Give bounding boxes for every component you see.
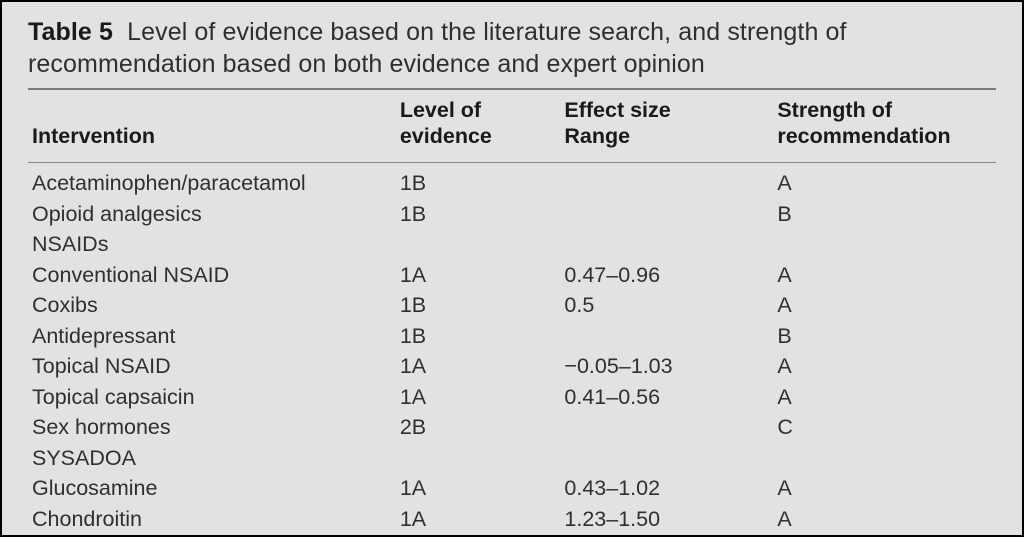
cell-c2 [560, 199, 773, 230]
col-level: Level of evidence [396, 90, 561, 156]
cell-c3: A [773, 260, 996, 291]
cell-c1: 1A [396, 474, 561, 505]
table-row: Topical capsaicin1A0.41–0.56A [28, 382, 996, 413]
cell-c0: Acetaminophen/paracetamol [28, 169, 396, 200]
col-effect: Effect size Range [560, 90, 773, 156]
cell-c3: A [773, 291, 996, 322]
cell-c0: Sex hormones [28, 413, 396, 444]
cell-c0: SYSADOA [28, 443, 396, 474]
cell-c2: −0.05–1.03 [560, 352, 773, 383]
cell-c3: A [773, 169, 996, 200]
cell-c1 [396, 230, 561, 261]
cell-c2: 0.43–1.02 [560, 474, 773, 505]
cell-c2: 0.5 [560, 291, 773, 322]
cell-c2 [560, 443, 773, 474]
table-body: Acetaminophen/paracetamol1BAOpioid analg… [28, 156, 996, 537]
cell-c1: 1B [396, 321, 561, 352]
cell-c0: Conventional NSAID [28, 260, 396, 291]
col-level-a: Level of [400, 98, 481, 122]
rule-header [28, 162, 996, 163]
col-strength-a: Strength of [777, 98, 892, 122]
cell-c0: Antidepressant [28, 321, 396, 352]
cell-c1: 1B [396, 169, 561, 200]
cell-c0: Topical capsaicin [28, 382, 396, 413]
col-effect-b: Range [564, 124, 630, 148]
cell-c1: 1A [396, 352, 561, 383]
col-strength-b: recommendation [777, 124, 950, 148]
cell-c1: 1A [396, 504, 561, 535]
table-row: Glucosamine1A0.43–1.02A [28, 474, 996, 505]
table-row: Sex hormones2B C [28, 413, 996, 444]
cell-c1: 1A [396, 382, 561, 413]
table-5: Table 5 Level of evidence based on the l… [2, 2, 1022, 535]
cell-c2: 1.23–1.50 [560, 504, 773, 535]
col-intervention-label: Intervention [32, 124, 155, 148]
cell-c2 [560, 230, 773, 261]
table-row: Chondroitin1A1.23–1.50A [28, 504, 996, 535]
cell-c1: 1A [396, 260, 561, 291]
cell-c3: B [773, 199, 996, 230]
table-row: Opioid analgesics1B B [28, 199, 996, 230]
cell-c1 [396, 443, 561, 474]
cell-c0: Topical NSAID [28, 352, 396, 383]
cell-c2: 0.41–0.56 [560, 382, 773, 413]
header-row: Intervention Level of evidence Effect si… [28, 90, 996, 156]
table-row: Antidepressant1B B [28, 321, 996, 352]
table-row: Conventional NSAID1A0.47–0.96A [28, 260, 996, 291]
evidence-table: Intervention Level of evidence Effect si… [28, 90, 996, 537]
cell-c0: NSAIDs [28, 230, 396, 261]
cell-c3 [773, 230, 996, 261]
cell-c3: A [773, 352, 996, 383]
cell-c2 [560, 413, 773, 444]
page-frame: Table 5 Level of evidence based on the l… [0, 0, 1024, 537]
table-row: NSAIDs [28, 230, 996, 261]
rule-row [28, 156, 996, 169]
table-caption: Level of evidence based on the literatur… [28, 18, 847, 78]
col-intervention: Intervention [28, 90, 396, 156]
cell-c0: Coxibs [28, 291, 396, 322]
cell-c3: A [773, 474, 996, 505]
table-row: Acetaminophen/paracetamol1B A [28, 169, 996, 200]
cell-c1: 1B [396, 291, 561, 322]
table-label: Table 5 [28, 18, 113, 46]
cell-c3: C [773, 413, 996, 444]
cell-c1: 2B [396, 413, 561, 444]
col-level-b: evidence [400, 124, 492, 148]
cell-c0: Glucosamine [28, 474, 396, 505]
cell-c3 [773, 443, 996, 474]
col-effect-a: Effect size [564, 98, 670, 122]
cell-c2: 0.47–0.96 [560, 260, 773, 291]
cell-c3: A [773, 504, 996, 535]
cell-c2 [560, 321, 773, 352]
cell-c0: Chondroitin [28, 504, 396, 535]
cell-c3: B [773, 321, 996, 352]
cell-c3: A [773, 382, 996, 413]
table-row: SYSADOA [28, 443, 996, 474]
cell-c0: Opioid analgesics [28, 199, 396, 230]
col-strength: Strength of recommendation [773, 90, 996, 156]
table-row: Coxibs1B0.5A [28, 291, 996, 322]
cell-c2 [560, 169, 773, 200]
table-row: Topical NSAID1A−0.05–1.03A [28, 352, 996, 383]
cell-c1: 1B [396, 199, 561, 230]
table-title: Table 5 Level of evidence based on the l… [28, 16, 996, 80]
table-head: Intervention Level of evidence Effect si… [28, 90, 996, 156]
